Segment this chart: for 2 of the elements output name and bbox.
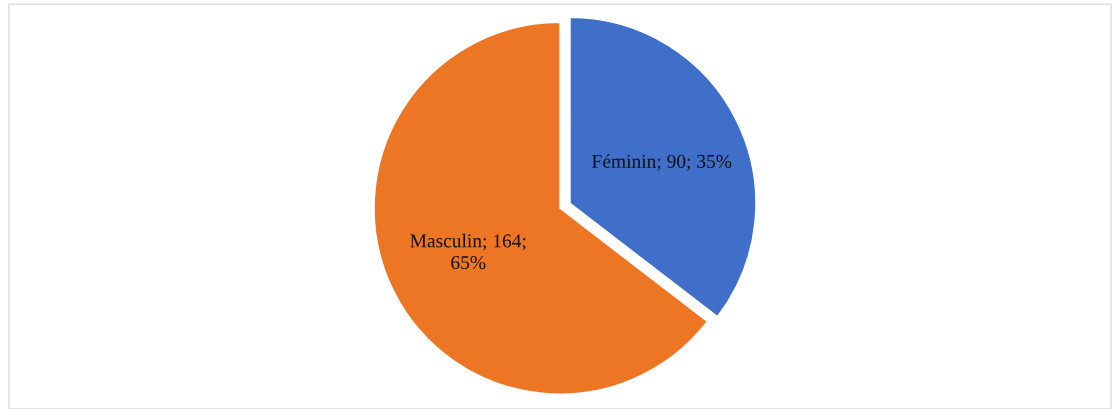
slice-label: Masculin; 164; 65% xyxy=(410,233,526,270)
slice-label: Féminin; 90; 35% xyxy=(592,154,732,171)
